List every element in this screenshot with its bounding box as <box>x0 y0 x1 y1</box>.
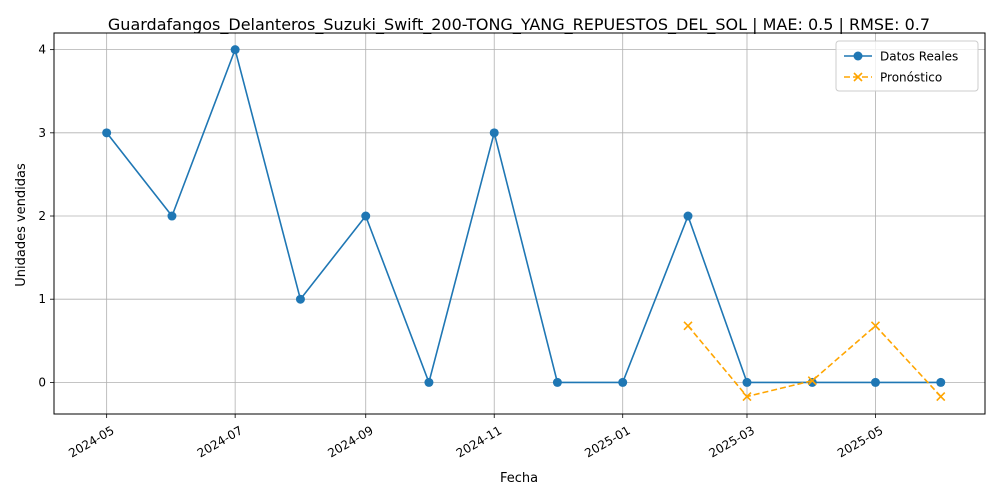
data-point <box>870 321 881 331</box>
grid <box>54 33 985 414</box>
y-tick-label: 2 <box>38 209 46 223</box>
data-point <box>167 211 177 221</box>
data-point-stroke-b <box>742 391 752 402</box>
data-point-stroke-b <box>936 391 946 402</box>
y-axis-label: Unidades vendidas <box>14 163 29 287</box>
data-point <box>230 45 240 55</box>
data-point-stroke-b <box>807 376 817 386</box>
legend-marker-stroke-b <box>853 72 863 82</box>
y-tick-label: 1 <box>38 292 46 306</box>
data-point <box>936 377 946 387</box>
data-point <box>807 377 817 387</box>
data-point <box>742 377 752 387</box>
data-point <box>361 211 371 221</box>
data-point <box>618 377 628 387</box>
series-pronostico <box>683 321 946 402</box>
legend-marker <box>853 51 863 61</box>
data-point <box>552 377 562 387</box>
series-datos-reales <box>102 45 946 387</box>
data-point <box>807 376 817 386</box>
y-axis: 0 1 2 3 4 <box>38 43 54 389</box>
plot-frame <box>53 32 986 415</box>
y-tick-label: 0 <box>38 375 46 389</box>
series-line <box>687 324 942 398</box>
data-point-stroke-b <box>870 321 881 331</box>
series-layer <box>102 45 946 402</box>
legend-label: Pronóstico <box>880 71 942 85</box>
legend-marker <box>853 72 863 82</box>
data-point <box>489 128 499 138</box>
data-point-stroke-b <box>683 321 693 331</box>
data-point <box>683 321 693 331</box>
data-point <box>102 128 112 138</box>
data-point <box>424 377 434 387</box>
y-tick-label: 3 <box>38 126 46 140</box>
legend: Datos Reales Pronóstico <box>835 40 979 92</box>
data-point <box>742 391 752 402</box>
legend-box <box>835 40 979 92</box>
legend-label: Datos Reales <box>880 50 958 64</box>
data-point <box>936 391 946 402</box>
legend-entry: Pronóstico <box>844 71 942 85</box>
series-line <box>106 48 941 384</box>
data-point <box>683 211 693 221</box>
data-point <box>295 294 305 304</box>
data-point <box>870 377 880 387</box>
legend-entry: Datos Reales <box>844 50 958 64</box>
x-axis-label: Fecha <box>500 471 538 486</box>
chart-title: Guardafangos_Delanteros_Suzuki_Swift_200… <box>108 15 930 35</box>
y-tick-label: 4 <box>38 43 46 57</box>
